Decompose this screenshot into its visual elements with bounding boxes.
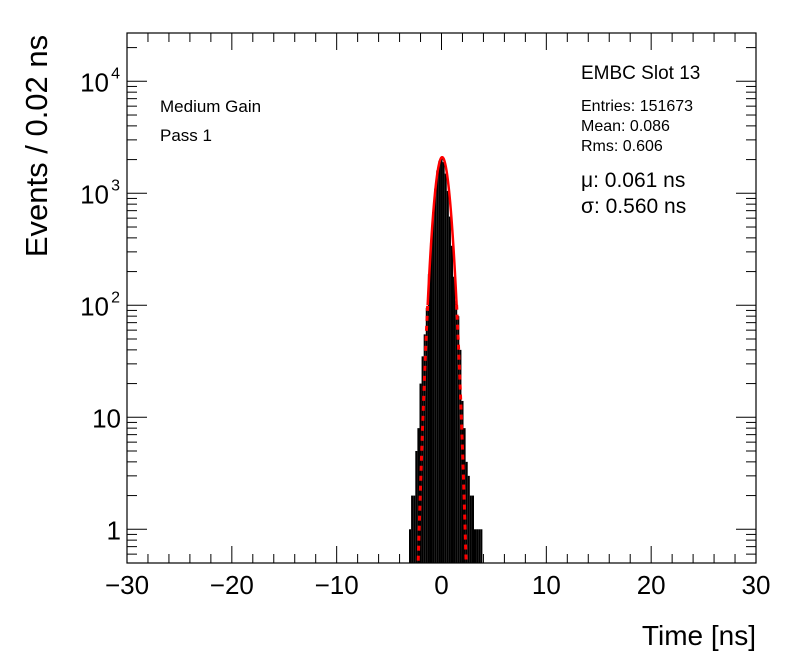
histogram-bin — [413, 495, 416, 563]
y-axis-label: Events / 0.02 ns — [19, 34, 54, 258]
x-tick-label: −10 — [315, 570, 359, 600]
histogram-bin — [446, 190, 449, 564]
histogram-bin — [448, 216, 451, 563]
y-tick-label: 1 — [107, 515, 121, 545]
x-tick-label: 10 — [532, 570, 561, 600]
y-tick-label: 10 — [80, 67, 109, 97]
histogram-bin — [467, 475, 470, 563]
histogram-bin — [411, 495, 414, 563]
mu-label: μ: 0.061 ns — [581, 169, 686, 192]
histogram-bin — [465, 461, 468, 563]
y-tick-label: 10 — [92, 403, 121, 433]
histogram-bin — [429, 242, 433, 563]
slot-label: EMBC Slot 13 — [581, 63, 701, 84]
histogram-bin — [450, 245, 454, 563]
rms-label: Rms: 0.606 — [581, 138, 663, 155]
histogram-bin — [478, 529, 481, 563]
histogram-bin — [434, 188, 437, 563]
gaussian-fit-series — [416, 155, 468, 561]
histogram-bin — [419, 383, 422, 563]
pass-label: Pass 1 — [160, 126, 212, 145]
x-tick-label: −30 — [105, 570, 149, 600]
histogram-bin — [461, 400, 464, 563]
histogram-bin — [457, 316, 460, 563]
x-axis-label: Time [ns] — [641, 620, 756, 651]
histogram-bin — [476, 529, 479, 563]
histogram-bin — [469, 495, 472, 563]
histogram-bin — [440, 157, 443, 563]
y-tick-label: 10 — [80, 179, 109, 209]
axis-ticks — [126, 33, 757, 564]
histogram-bin — [453, 276, 456, 563]
y-tick-label-exponent: 3 — [111, 177, 120, 194]
histogram-bin — [415, 451, 418, 563]
fit-curve-core — [426, 155, 458, 306]
histogram-bin — [471, 495, 474, 563]
histogram-bin — [425, 307, 428, 563]
histogram-series — [409, 157, 483, 564]
histogram-bin — [436, 170, 439, 563]
histogram-bin — [459, 349, 462, 563]
histogram-bin — [473, 529, 477, 563]
x-tick-label: 30 — [742, 570, 771, 600]
y-tick-label-exponent: 4 — [111, 65, 120, 82]
histogram-bin — [444, 173, 447, 563]
x-tick-label: −20 — [210, 570, 254, 600]
fit-curve-tail-right — [455, 304, 468, 561]
y-tick-label-exponent: 2 — [111, 289, 120, 306]
x-tick-label: 0 — [434, 570, 448, 600]
histogram-bin — [423, 334, 426, 563]
histogram-bin — [432, 212, 435, 563]
histogram-bin — [417, 428, 420, 563]
histogram-bin — [438, 160, 441, 563]
histogram-bin — [409, 529, 412, 563]
x-tick-label: 20 — [637, 570, 666, 600]
histogram-bin — [427, 274, 430, 563]
sigma-label: σ: 0.560 ns — [581, 195, 687, 218]
histogram-bin — [455, 300, 458, 563]
fit-curve-tail-left — [416, 305, 430, 561]
entries-label: Entries: 151673 — [581, 98, 694, 115]
mean-label: Mean: 0.086 — [581, 118, 670, 135]
histogram-bin — [480, 529, 483, 563]
y-tick-label: 10 — [80, 291, 109, 321]
histogram-bin — [442, 162, 445, 563]
gain-label: Medium Gain — [160, 97, 262, 116]
